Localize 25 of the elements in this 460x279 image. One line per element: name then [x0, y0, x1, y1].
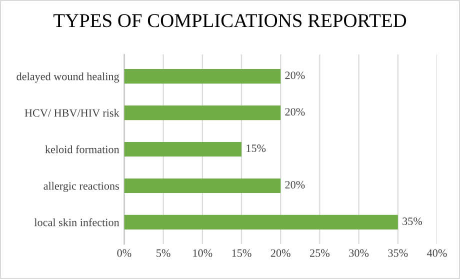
x-tick-label: 0%: [117, 249, 132, 257]
data-label: 15%: [246, 144, 266, 152]
x-tick-label: 15%: [232, 249, 252, 257]
y-tick-label: allergic reactions: [44, 182, 119, 192]
y-tick-label: keloid formation: [45, 145, 120, 154]
data-label: 35%: [402, 218, 422, 226]
data-label: 20%: [285, 108, 305, 116]
chart-title: TYPES OF COMPLICATIONS REPORTED: [53, 14, 406, 28]
bar: [124, 178, 281, 194]
x-tick-label: 10%: [193, 249, 212, 257]
x-tick-label: 40%: [427, 249, 447, 257]
x-tick-label: 20%: [270, 249, 290, 257]
data-label: 20%: [285, 72, 305, 80]
y-tick-label: local skin infection: [34, 218, 120, 226]
x-tick-label: 25%: [310, 249, 330, 257]
bar: [124, 214, 398, 230]
bar: [124, 142, 242, 157]
bar: [124, 69, 281, 84]
y-tick-label: HCV/ HBV/HIV risk: [24, 108, 120, 117]
x-tick-label: 35%: [388, 249, 408, 257]
bar: [124, 105, 281, 120]
x-tick-label: 5%: [156, 249, 170, 257]
x-tick-label: 30%: [349, 249, 369, 257]
data-label: 20%: [285, 181, 305, 189]
y-tick-label: delayed wound healing: [16, 72, 120, 83]
